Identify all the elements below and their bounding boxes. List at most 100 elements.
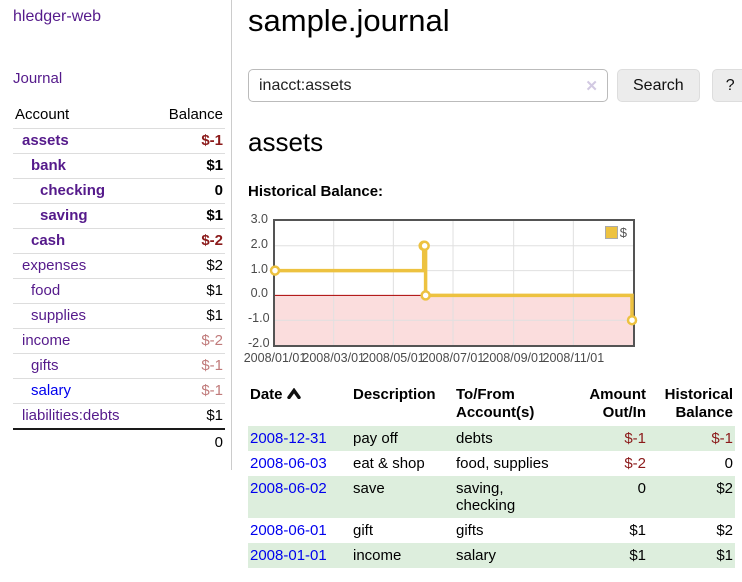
account-link[interactable]: food xyxy=(31,282,61,299)
account-row: income $-2 xyxy=(13,328,225,354)
register-table: Date Description To/From Account(s) Amou… xyxy=(248,382,735,568)
chart-plot-area[interactable]: $ xyxy=(269,219,638,347)
transaction-balance: 0 xyxy=(724,455,733,472)
transaction-date-link[interactable]: 2008-06-02 xyxy=(250,480,327,497)
account-balance: $1 xyxy=(150,278,225,304)
account-link[interactable]: liabilities:debts xyxy=(22,407,120,424)
account-link[interactable]: saving xyxy=(40,207,88,224)
x-tick-label: 2008/07/01 xyxy=(421,351,485,365)
sidebar: hledger-web Journal Account Balance asse… xyxy=(0,0,232,470)
x-tick-label: 2008/11/01 xyxy=(542,351,605,365)
accounts-total-row: 0 xyxy=(13,428,225,456)
search-form: ✕ Search ? xyxy=(248,69,742,102)
search-button[interactable]: Search xyxy=(617,69,700,102)
account-link[interactable]: supplies xyxy=(31,307,87,324)
transaction-description: pay off xyxy=(353,430,398,447)
y-tick-label: -1.0 xyxy=(248,311,270,326)
account-row: cash $-2 xyxy=(13,228,225,254)
help-button[interactable]: ? xyxy=(711,69,742,102)
sidebar-account-rows: assets $-1 bank $1 checking 0 saving $1 cash $-2 e… xyxy=(13,128,225,429)
transaction-date-link[interactable]: 2008-06-01 xyxy=(250,522,327,539)
account-row: liabilities:debts $1 xyxy=(13,403,225,429)
y-tick-label: 3.0 xyxy=(250,212,268,226)
account-balance: $-1 xyxy=(150,128,225,154)
main-content: sample.journal ✕ Search ? assets Histori… xyxy=(232,0,742,582)
x-tick-label: 2008/01/01 xyxy=(243,351,307,365)
account-link[interactable]: salary xyxy=(31,382,72,399)
transaction-row: 2008-06-03 eat & shop food, supplies $-2 0 xyxy=(248,451,735,476)
account-balance: $1 xyxy=(150,403,225,429)
x-tick-label: 2008/03/01 xyxy=(302,351,365,365)
x-tick-label: 2008/05/01 xyxy=(362,351,425,365)
transaction-date-link[interactable]: 2008-12-31 xyxy=(250,430,327,447)
accounts-total-value: 0 xyxy=(150,428,225,456)
account-link[interactable]: bank xyxy=(31,157,67,174)
account-row: expenses $2 xyxy=(13,253,225,279)
account-balance: $-2 xyxy=(150,228,225,254)
account-heading: assets xyxy=(248,127,324,157)
transaction-description: save xyxy=(353,480,385,497)
account-link[interactable]: cash xyxy=(31,232,66,249)
transaction-accounts: food, supplies xyxy=(456,455,549,472)
transaction-row: 2008-06-02 save saving, checking 0 $2 xyxy=(248,476,735,518)
transaction-balance: $2 xyxy=(716,480,733,497)
transaction-row: 2008-01-01 income salary $1 $1 xyxy=(248,543,735,568)
balance-chart: $ 3.0 2.0 1.0 0.0 -1.0 -2.0 2008/01/01 2008/03… xyxy=(244,211,723,369)
account-row: gifts $-1 xyxy=(13,353,225,379)
account-link[interactable]: checking xyxy=(40,182,106,199)
legend-swatch-icon xyxy=(604,226,618,239)
clear-search-icon[interactable]: ✕ xyxy=(585,78,598,95)
transaction-date-link[interactable]: 2008-01-01 xyxy=(250,547,327,564)
account-balance: $2 xyxy=(150,253,225,279)
header-date[interactable]: Date xyxy=(248,382,345,426)
header-description[interactable]: Description xyxy=(353,386,436,403)
account-balance: $-1 xyxy=(150,353,225,379)
account-row: assets $-1 xyxy=(13,128,225,154)
sort-ascending-icon xyxy=(286,387,301,400)
transaction-amount: $1 xyxy=(629,547,646,564)
balance-header: Balance xyxy=(168,106,223,123)
y-tick-label: 1.0 xyxy=(250,261,268,276)
account-row: salary $-1 xyxy=(13,378,225,404)
transaction-amount: $-2 xyxy=(624,455,646,472)
transaction-amount: 0 xyxy=(637,480,646,497)
transaction-accounts: salary xyxy=(456,547,497,564)
search-input[interactable] xyxy=(248,69,608,102)
register-rows: 2008-12-31 pay off debts $-1 $-1 2008-06-03 ea… xyxy=(248,426,735,568)
account-balance: $1 xyxy=(150,203,225,229)
header-balance[interactable]: Historical Balance xyxy=(664,386,733,421)
account-row: checking 0 xyxy=(13,178,225,204)
account-link[interactable]: assets xyxy=(22,132,69,149)
transaction-balance: $2 xyxy=(716,522,733,539)
transaction-balance: $1 xyxy=(716,547,733,564)
account-link[interactable]: income xyxy=(22,332,71,349)
account-balance: $1 xyxy=(150,303,225,329)
header-amount[interactable]: Amount Out/In xyxy=(589,386,646,421)
chart-legend: $ xyxy=(602,224,629,241)
transaction-accounts: debts xyxy=(456,430,493,447)
account-row: supplies $1 xyxy=(13,303,225,329)
search-box: ✕ xyxy=(248,69,608,102)
app-brand-link[interactable]: hledger-web xyxy=(13,8,102,25)
transaction-balance: $-1 xyxy=(711,430,733,447)
account-balance: 0 xyxy=(150,178,225,204)
header-accounts[interactable]: To/From Account(s) xyxy=(456,386,535,421)
transaction-date-link[interactable]: 2008-06-03 xyxy=(250,455,327,472)
account-balance: $1 xyxy=(150,153,225,179)
transaction-description: gift xyxy=(353,522,374,539)
transaction-accounts: saving, checking xyxy=(456,480,516,514)
transaction-description: eat & shop xyxy=(353,455,425,472)
y-tick-label: 2.0 xyxy=(250,236,268,251)
transaction-description: income xyxy=(353,547,402,564)
accounts-header: Account xyxy=(15,106,70,123)
y-tick-label: 0.0 xyxy=(250,286,268,301)
account-link[interactable]: expenses xyxy=(22,257,87,274)
transaction-row: 2008-06-01 gift gifts $1 $2 xyxy=(248,518,735,543)
account-link[interactable]: gifts xyxy=(31,357,59,374)
page-title: sample.journal xyxy=(248,3,450,38)
nav-journal-link[interactable]: Journal xyxy=(13,70,63,87)
account-row: bank $1 xyxy=(13,153,225,179)
account-balance: $-1 xyxy=(150,378,225,404)
transaction-accounts: gifts xyxy=(456,522,484,539)
transaction-amount: $1 xyxy=(629,522,646,539)
